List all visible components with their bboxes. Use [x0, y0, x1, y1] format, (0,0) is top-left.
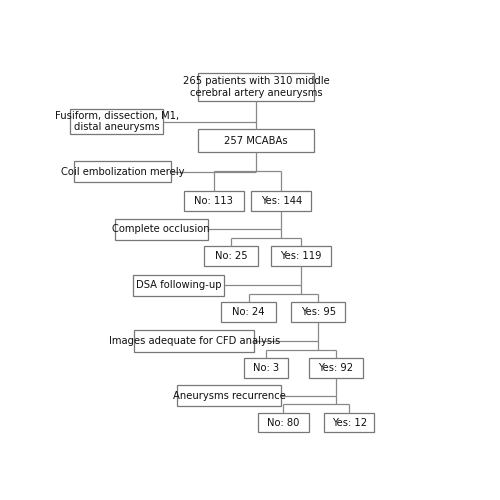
Text: Complete occlusion: Complete occlusion	[112, 224, 210, 234]
Text: No: 113: No: 113	[194, 196, 233, 205]
FancyBboxPatch shape	[308, 358, 363, 378]
Text: No: 80: No: 80	[267, 418, 300, 428]
FancyBboxPatch shape	[184, 190, 244, 210]
Text: Aneurysms recurrence: Aneurysms recurrence	[172, 390, 286, 400]
Text: Images adequate for CFD analysis: Images adequate for CFD analysis	[108, 336, 280, 346]
FancyBboxPatch shape	[198, 72, 314, 102]
FancyBboxPatch shape	[133, 274, 224, 296]
FancyBboxPatch shape	[291, 302, 346, 322]
FancyBboxPatch shape	[252, 190, 312, 210]
FancyBboxPatch shape	[70, 109, 163, 134]
FancyBboxPatch shape	[271, 246, 331, 266]
Text: Yes: 144: Yes: 144	[261, 196, 302, 205]
FancyBboxPatch shape	[177, 385, 282, 406]
Text: Fusiform, dissection, M1,
distal aneurysms: Fusiform, dissection, M1, distal aneurys…	[54, 111, 179, 132]
Text: Yes: 12: Yes: 12	[332, 418, 367, 428]
Text: 257 MCABAs: 257 MCABAs	[224, 136, 288, 146]
FancyBboxPatch shape	[324, 413, 374, 432]
Text: Coil embolization merely: Coil embolization merely	[61, 166, 184, 176]
FancyBboxPatch shape	[222, 302, 276, 322]
FancyBboxPatch shape	[74, 161, 171, 182]
FancyBboxPatch shape	[258, 413, 308, 432]
FancyBboxPatch shape	[134, 330, 254, 351]
Text: No: 24: No: 24	[232, 307, 265, 317]
Text: DSA following-up: DSA following-up	[136, 280, 222, 290]
FancyBboxPatch shape	[244, 358, 288, 378]
FancyBboxPatch shape	[198, 130, 314, 152]
Text: No: 3: No: 3	[253, 363, 279, 373]
Text: Yes: 119: Yes: 119	[280, 252, 322, 262]
Text: No: 25: No: 25	[215, 252, 248, 262]
Text: Yes: 92: Yes: 92	[318, 363, 353, 373]
FancyBboxPatch shape	[204, 246, 258, 266]
Text: Yes: 95: Yes: 95	[300, 307, 336, 317]
Text: 265 patients with 310 middle
cerebral artery aneurysms: 265 patients with 310 middle cerebral ar…	[183, 76, 330, 98]
FancyBboxPatch shape	[115, 219, 208, 240]
